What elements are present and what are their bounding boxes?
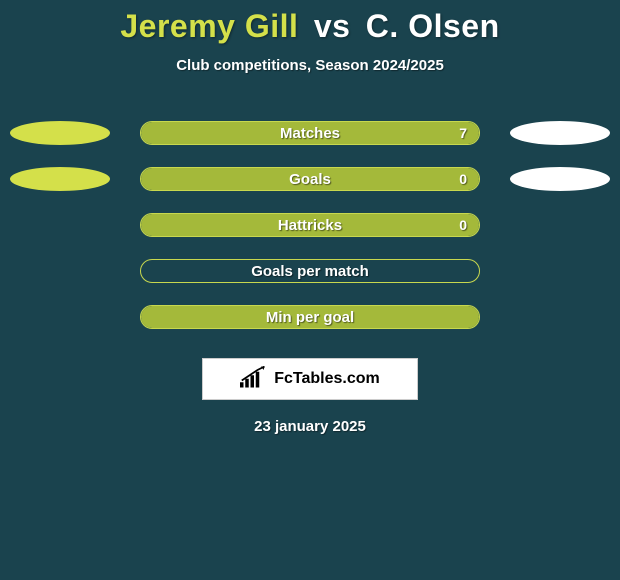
stat-row: Min per goal bbox=[0, 294, 620, 340]
stat-label: Hattricks bbox=[278, 217, 342, 234]
player2-name: C. Olsen bbox=[366, 8, 500, 44]
stat-label: Min per goal bbox=[266, 309, 354, 326]
stat-row: Matches 7 bbox=[0, 110, 620, 156]
left-ellipse bbox=[10, 167, 110, 191]
stat-rows: Matches 7 Goals 0 Hattricks 0 Goals per match M… bbox=[0, 110, 620, 340]
subtitle: Club competitions, Season 2024/2025 bbox=[0, 57, 620, 74]
fctables-logo: FcTables.com bbox=[202, 358, 418, 400]
vs-label: vs bbox=[314, 8, 351, 44]
stat-bar: Hattricks 0 bbox=[140, 213, 480, 237]
stat-row: Hattricks 0 bbox=[0, 202, 620, 248]
comparison-card: Jeremy Gill vs C. Olsen Club competition… bbox=[0, 0, 620, 580]
date-label: 23 january 2025 bbox=[0, 418, 620, 435]
logo-text: FcTables.com bbox=[274, 370, 380, 388]
stat-bar: Matches 7 bbox=[140, 121, 480, 145]
stat-label: Goals bbox=[289, 171, 331, 188]
stat-label: Goals per match bbox=[251, 263, 369, 280]
left-ellipse bbox=[10, 121, 110, 145]
stat-bar: Min per goal bbox=[140, 305, 480, 329]
page-title: Jeremy Gill vs C. Olsen bbox=[0, 0, 620, 45]
stat-value: 0 bbox=[459, 217, 467, 233]
stat-row: Goals 0 bbox=[0, 156, 620, 202]
stat-label: Matches bbox=[280, 125, 340, 142]
right-ellipse bbox=[510, 167, 610, 191]
player1-name: Jeremy Gill bbox=[120, 8, 298, 44]
right-ellipse bbox=[510, 121, 610, 145]
stat-value: 7 bbox=[459, 125, 467, 141]
stat-row: Goals per match bbox=[0, 248, 620, 294]
stat-bar: Goals per match bbox=[140, 259, 480, 283]
chart-icon bbox=[240, 366, 268, 393]
stat-value: 0 bbox=[459, 171, 467, 187]
stat-bar: Goals 0 bbox=[140, 167, 480, 191]
